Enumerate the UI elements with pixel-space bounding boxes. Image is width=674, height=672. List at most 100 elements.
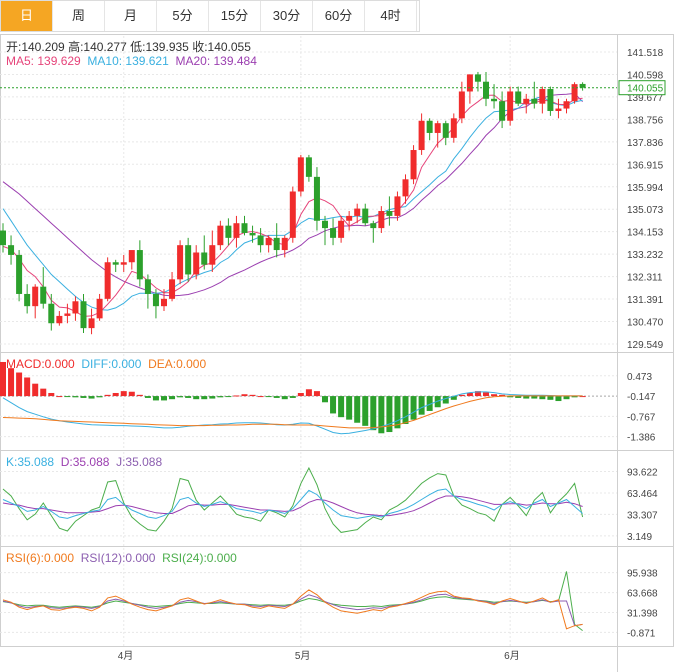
macd-tick-label: 0.473: [627, 372, 652, 383]
ma20-line: [2, 92, 583, 297]
candle-body: [386, 211, 393, 216]
macd-bar: [56, 396, 63, 398]
candle-body: [402, 179, 409, 197]
macd-label: MACD:0.000: [6, 357, 75, 371]
macd-bar: [394, 396, 401, 429]
tab-7[interactable]: 60分: [313, 1, 365, 31]
candle-body: [16, 254, 23, 294]
macd-bar: [64, 396, 71, 398]
macd-bar: [474, 391, 481, 397]
macd-bar: [442, 396, 449, 404]
macd-bar: [273, 396, 280, 398]
j-label: J:35.088: [116, 455, 163, 469]
macd-bar: [531, 396, 538, 399]
macd-bar: [104, 394, 111, 397]
ma10-label: MA10: 139.621: [87, 54, 169, 68]
macd-bar: [322, 396, 328, 403]
candle-body: [225, 225, 232, 238]
candle-body: [201, 252, 208, 265]
macd-bar: [225, 396, 232, 398]
close-label: 收:140.055: [192, 40, 251, 54]
macd-bar: [96, 396, 103, 398]
macd-bar: [88, 396, 95, 399]
candle-body: [112, 262, 119, 265]
macd-bar: [265, 396, 272, 398]
macd-bar: [386, 396, 393, 433]
candle-body: [571, 84, 578, 102]
price-tick-label: 134.153: [627, 228, 664, 239]
candle-body: [442, 123, 449, 138]
rsi-tick-label: -0.871: [627, 628, 656, 639]
tab-2[interactable]: 周: [53, 1, 105, 31]
price-tick-label: 135.073: [627, 205, 664, 216]
tab-5[interactable]: 15分: [209, 1, 261, 31]
candle-body: [40, 286, 47, 304]
macd-bar: [177, 396, 184, 398]
candle-body: [64, 313, 71, 316]
macd-bar: [128, 391, 135, 397]
d-label: D:35.088: [60, 455, 110, 469]
candle-body: [56, 315, 63, 324]
macd-bar: [72, 396, 79, 398]
rsi-readout: RSI(6):0.000 RSI(12):0.000 RSI(24):0.000: [6, 551, 237, 565]
candle-body: [450, 118, 457, 138]
macd-bar: [120, 391, 127, 397]
price-tick-label: 138.756: [627, 115, 664, 126]
candle-body: [80, 301, 87, 329]
macd-bar: [297, 392, 304, 397]
macd-bar: [289, 396, 296, 398]
tab-1[interactable]: 日: [1, 1, 53, 31]
tab-8[interactable]: 4时: [365, 1, 417, 31]
macd-tick-label: -0.147: [627, 392, 656, 403]
x-tick-label: 5月: [295, 650, 311, 662]
candle-body: [499, 101, 506, 121]
price-tick-label: 137.836: [627, 138, 664, 149]
macd-readout: MACD:0.000 DIFF:0.000 DEA:0.000: [6, 357, 206, 371]
candle-body: [507, 91, 514, 121]
macd-bar: [450, 396, 457, 400]
candle-body: [24, 293, 31, 307]
rsi24-line: [2, 571, 583, 631]
tab-6[interactable]: 30分: [261, 1, 313, 31]
x-tick-label: 6月: [504, 650, 520, 662]
diff-line: [2, 391, 583, 435]
kdj-tick-label: 63.464: [627, 489, 658, 500]
candle-body: [547, 89, 554, 111]
candle-body: [410, 150, 417, 180]
macd-bar: [313, 391, 320, 397]
low-label: 低:139.935: [130, 40, 189, 54]
last-price-box: [618, 80, 666, 96]
candle-body: [394, 196, 401, 216]
tab-3[interactable]: 月: [105, 1, 157, 31]
rsi-tick-label: 31.398: [627, 608, 658, 619]
kdj-tick-label: 3.149: [627, 532, 652, 543]
candle-body: [491, 98, 498, 102]
candle-body: [579, 83, 586, 88]
macd-bar: [563, 396, 570, 400]
candle-body: [136, 250, 143, 280]
macd-bar: [32, 383, 39, 397]
macd-bar: [241, 394, 248, 397]
macd-bar: [418, 396, 425, 415]
macd-bar: [370, 396, 377, 431]
macd-bar: [136, 394, 143, 397]
candle-body: [483, 81, 489, 99]
price-tick-label: 133.232: [627, 250, 664, 261]
candle-body: [233, 223, 240, 238]
macd-bar: [16, 372, 23, 397]
candle-body: [120, 262, 127, 265]
candle-body: [434, 123, 441, 133]
macd-bar: [555, 396, 562, 402]
d-line: [2, 495, 583, 517]
macd-bar: [48, 392, 55, 397]
macd-bar: [161, 396, 167, 401]
candle-body: [8, 245, 15, 255]
tab-4[interactable]: 5分: [157, 1, 209, 31]
candle-body: [515, 91, 522, 104]
candle-body: [144, 279, 151, 294]
candle-body: [96, 298, 103, 319]
macd-bar: [338, 396, 345, 418]
macd-bar: [112, 392, 119, 397]
macd-bar: [209, 396, 216, 399]
candle-body: [531, 98, 538, 104]
